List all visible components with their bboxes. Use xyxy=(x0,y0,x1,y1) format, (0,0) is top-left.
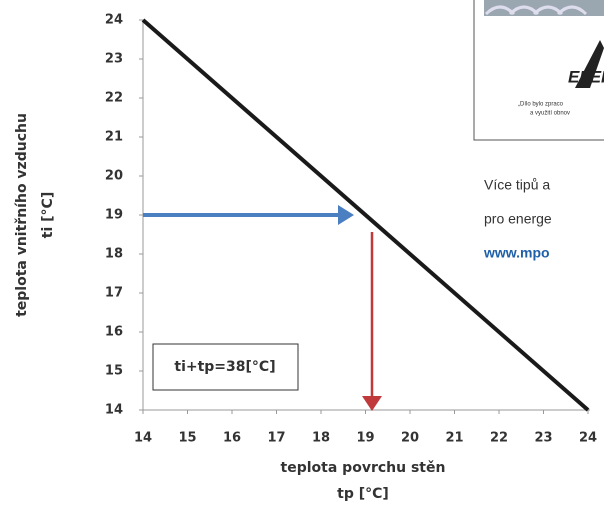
x-tick-label: 18 xyxy=(312,431,330,446)
x-tick-label: 16 xyxy=(223,431,241,446)
x-tick-label: 15 xyxy=(178,431,196,446)
x-tick-label: 24 xyxy=(579,431,597,446)
x-tick-label: 19 xyxy=(356,431,374,446)
y-tick-label: 18 xyxy=(105,247,123,262)
arrow-head xyxy=(362,396,382,411)
x-tick-label: 14 xyxy=(134,431,152,446)
fine-print: a využití obnov xyxy=(530,111,570,117)
annotation: ti+tp=38[°C] xyxy=(174,359,275,375)
y-axis-label: teplota vnitřního vzduchu xyxy=(14,113,30,317)
x-tick-label: 17 xyxy=(267,431,285,446)
x-tick-label: 22 xyxy=(490,431,508,446)
x-tick-label: 20 xyxy=(401,431,419,446)
y-tick-label: 22 xyxy=(105,91,123,106)
link[interactable]: www.mpo xyxy=(483,245,550,261)
y-tick-label: 15 xyxy=(105,364,123,379)
y-tick-label: 20 xyxy=(105,169,123,184)
image-panel: EFEK „Dílo bylo zpraco a využití obnov xyxy=(474,0,604,140)
y-tick-label: 17 xyxy=(105,286,123,301)
fine-print: „Dílo bylo zpraco xyxy=(518,102,564,108)
chart: EFEK „Dílo bylo zpraco a využití obnov V… xyxy=(0,0,604,508)
y-tick-label: 23 xyxy=(105,52,123,67)
side-text: Více tipů a xyxy=(484,177,550,193)
side-text: pro energe xyxy=(484,211,552,227)
x-axis-label: tp [°C] xyxy=(337,486,389,502)
y-tick-label: 21 xyxy=(105,130,123,145)
y-axis-label: ti [°C] xyxy=(40,192,56,238)
arrow-head xyxy=(338,205,354,225)
y-tick-label: 14 xyxy=(105,403,123,418)
y-tick-label: 16 xyxy=(105,325,123,340)
y-tick-label: 19 xyxy=(105,208,123,223)
x-axis-label: teplota povrchu stěn xyxy=(281,460,446,476)
x-tick-label: 21 xyxy=(445,431,463,446)
y-tick-label: 24 xyxy=(105,13,123,28)
x-tick-label: 23 xyxy=(534,431,552,446)
logo: EFEK xyxy=(568,67,604,86)
page: EFEK „Dílo bylo zpraco a využití obnov V… xyxy=(0,0,604,508)
